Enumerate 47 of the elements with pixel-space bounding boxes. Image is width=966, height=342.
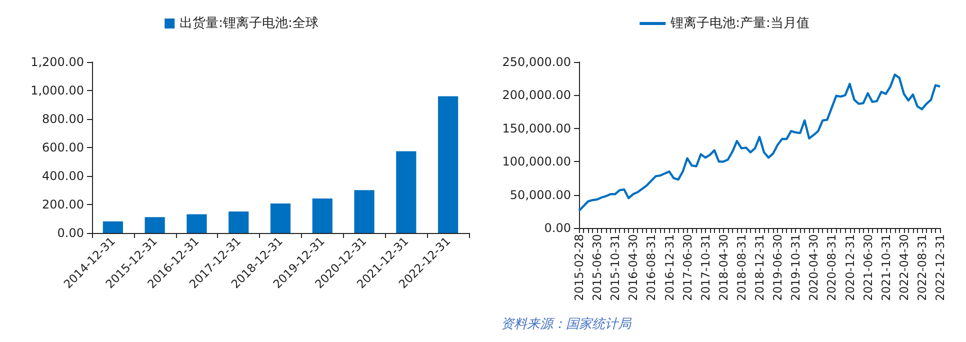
x-tick-label: 2018-12-31: [752, 234, 766, 301]
text: 资料来源：国家统计局: [501, 316, 632, 332]
x-tick-label: 2022-12-31: [933, 234, 947, 301]
y-tick-label: 150,000.00: [502, 121, 571, 136]
x-tick-label: 2015-06-30: [590, 234, 604, 301]
y-tick-label: 1,200.00: [30, 55, 84, 69]
x-tick-label: 2022-04-30: [896, 234, 911, 301]
x-tick-label: 2016-12-31: [662, 234, 676, 301]
x-tick-label: 2020-12-31: [842, 234, 857, 301]
y-tick-label: 0.00: [57, 226, 84, 240]
bar: [186, 214, 207, 233]
x-tick-label: 2020-04-30: [806, 234, 821, 301]
y-tick-label: 50,000.00: [510, 188, 571, 202]
x-tick-label: 2015-02-28: [572, 234, 586, 301]
x-tick-label: 2016-04-30: [626, 234, 640, 301]
bar: [228, 211, 249, 233]
legend-label: 锂离子电池:产量:当月值: [670, 15, 810, 31]
x-tick-label: 2019-06-30: [770, 234, 785, 301]
x-tick-label: 2018-08-31: [734, 234, 748, 301]
y-tick-label: 1,000.00: [30, 84, 84, 98]
y-tick-label: 200.00: [42, 198, 84, 212]
x-tick-label: 2021-10-31: [878, 234, 893, 301]
bar: [102, 221, 123, 233]
bar: [354, 190, 374, 233]
bar: [312, 198, 332, 233]
bar: [396, 151, 416, 233]
x-tick-label: 2017-06-30: [680, 234, 694, 301]
x-tick-label: 2015-10-31: [608, 234, 622, 301]
y-tick-label: 0.00: [544, 221, 571, 235]
y-tick-label: 250,000.00: [502, 55, 571, 69]
x-tick-label: 2022-08-31: [914, 234, 929, 301]
bar: [144, 217, 165, 233]
x-tick-label: 2017-10-31: [698, 234, 712, 301]
y-tick-label: 100,000.00: [502, 154, 571, 169]
y-tick-label: 800.00: [42, 112, 84, 126]
y-tick-label: 600.00: [42, 140, 84, 154]
line-series: [578, 74, 942, 212]
y-tick-label: 400.00: [42, 169, 84, 183]
x-tick-label: 2018-04-30: [716, 234, 730, 301]
x-tick-label: 2016-08-31: [644, 234, 658, 301]
bar: [438, 96, 458, 233]
bar: [270, 204, 291, 233]
y-tick-label: 200,000.00: [502, 88, 571, 102]
x-tick-label: 2021-06-30: [860, 234, 875, 301]
x-tick-label: 2020-08-31: [824, 234, 839, 301]
x-tick-label: 2019-10-31: [788, 234, 803, 301]
legend-label: 出货量:锂离子电池:全球: [180, 15, 318, 31]
